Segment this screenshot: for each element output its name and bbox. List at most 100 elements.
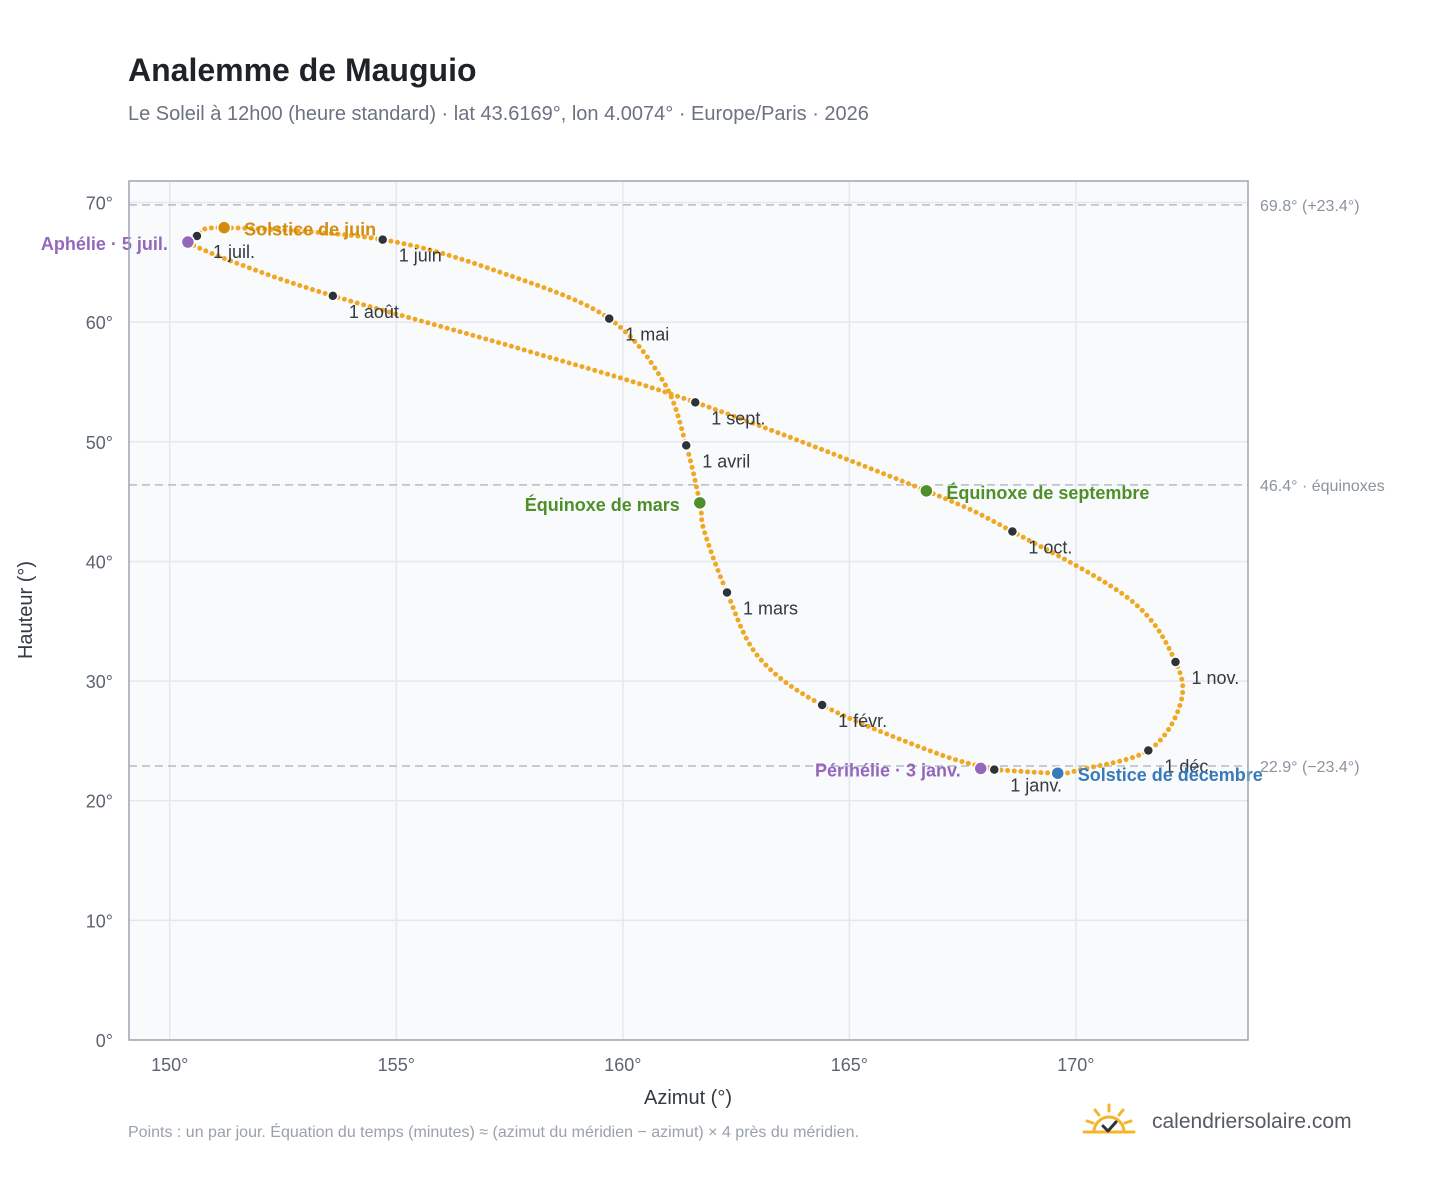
daily-point — [769, 427, 775, 433]
daily-point — [444, 325, 450, 331]
daily-point — [758, 657, 764, 663]
daily-point — [528, 280, 534, 286]
daily-point — [881, 471, 887, 477]
daily-point — [940, 753, 946, 759]
daily-point — [1050, 550, 1056, 556]
daily-point — [1108, 583, 1114, 589]
daily-point — [476, 334, 482, 340]
aphelion-label: Aphélie · 5 juil. — [41, 234, 168, 254]
daily-point — [457, 329, 463, 335]
daily-point — [1038, 770, 1044, 776]
daily-point — [612, 320, 618, 326]
sun-check-icon — [1082, 1103, 1136, 1134]
daily-point — [547, 354, 553, 360]
daily-point — [691, 471, 697, 477]
march-equinox-label: Équinoxe de mars — [525, 494, 680, 515]
daily-point — [459, 256, 465, 262]
daily-point — [1038, 544, 1044, 550]
daily-point — [1162, 732, 1168, 738]
daily-point — [865, 723, 871, 729]
month-label: 1 juil. — [213, 242, 255, 262]
daily-point — [979, 512, 985, 518]
daily-point — [1169, 651, 1175, 657]
daily-point — [446, 252, 452, 258]
daily-point — [812, 444, 818, 450]
daily-point — [1129, 755, 1135, 761]
daily-point — [781, 432, 787, 438]
daily-point — [731, 413, 737, 419]
daily-point — [560, 292, 566, 298]
daily-point — [754, 652, 760, 658]
daily-point — [713, 561, 719, 567]
daily-point — [890, 733, 896, 739]
month-label: 1 mars — [743, 599, 798, 619]
daily-point — [386, 309, 392, 315]
daily-point — [367, 304, 373, 310]
daily-point — [271, 274, 277, 280]
december-solstice-point — [1050, 765, 1065, 781]
month-label: 1 avril — [702, 451, 750, 471]
daily-point — [659, 376, 665, 382]
daily-point — [1096, 576, 1102, 582]
daily-point — [228, 258, 234, 264]
daily-point — [618, 324, 624, 330]
daily-point — [489, 338, 495, 344]
daily-point — [1177, 670, 1183, 676]
daily-point — [560, 358, 566, 364]
daily-point — [425, 320, 431, 326]
daily-point — [893, 476, 899, 482]
daily-point — [1045, 770, 1051, 776]
daily-point — [811, 698, 817, 704]
daily-point — [209, 251, 215, 257]
daily-point — [605, 371, 611, 377]
month-point — [1169, 656, 1182, 668]
brand[interactable]: calendriersolaire.com — [1082, 1102, 1352, 1142]
month-point — [327, 290, 339, 302]
daily-point — [388, 238, 394, 244]
daily-point — [1157, 737, 1163, 743]
daily-point — [572, 297, 578, 303]
daily-point — [453, 254, 459, 260]
daily-point — [584, 303, 590, 309]
daily-point — [878, 729, 884, 735]
daily-point — [253, 267, 259, 273]
daily-point — [636, 343, 642, 349]
perihelion-point — [973, 761, 988, 776]
daily-point — [412, 316, 418, 322]
daily-point — [1177, 702, 1183, 708]
daily-point — [1097, 763, 1103, 769]
chart-subtitle: Le Soleil à 12h00 (heure standard) · lat… — [128, 103, 869, 125]
month-point — [603, 312, 615, 325]
y-tick-label: 10° — [86, 911, 113, 931]
daily-point — [756, 423, 762, 429]
x-axis: 150° 155° 160° 165° 170° — [151, 1055, 1094, 1075]
september-equinox-point — [919, 483, 934, 499]
daily-point — [598, 369, 604, 375]
daily-point — [221, 255, 227, 261]
daily-point — [265, 272, 271, 278]
daily-point — [297, 282, 303, 288]
daily-point — [702, 530, 708, 536]
daily-point — [934, 750, 940, 756]
daily-point — [438, 323, 444, 329]
daily-point — [1136, 752, 1142, 758]
daily-point — [837, 454, 843, 460]
daily-point — [399, 313, 405, 319]
daily-point — [491, 267, 497, 273]
daily-point — [335, 231, 341, 237]
daily-point — [288, 228, 294, 234]
daily-point — [1139, 607, 1145, 613]
daily-point — [662, 382, 668, 388]
x-tick-label: 150° — [151, 1055, 188, 1075]
month-label: 1 juin — [399, 246, 442, 266]
daily-point — [433, 249, 439, 255]
month-label: 1 mai — [625, 325, 669, 345]
daily-point — [1026, 537, 1032, 543]
y-tick-label: 0° — [96, 1031, 113, 1051]
daily-point — [1005, 767, 1011, 773]
daily-point — [235, 225, 241, 231]
daily-point — [1031, 769, 1037, 775]
daily-point — [290, 280, 296, 286]
daily-point — [671, 400, 677, 406]
daily-point — [868, 466, 874, 472]
